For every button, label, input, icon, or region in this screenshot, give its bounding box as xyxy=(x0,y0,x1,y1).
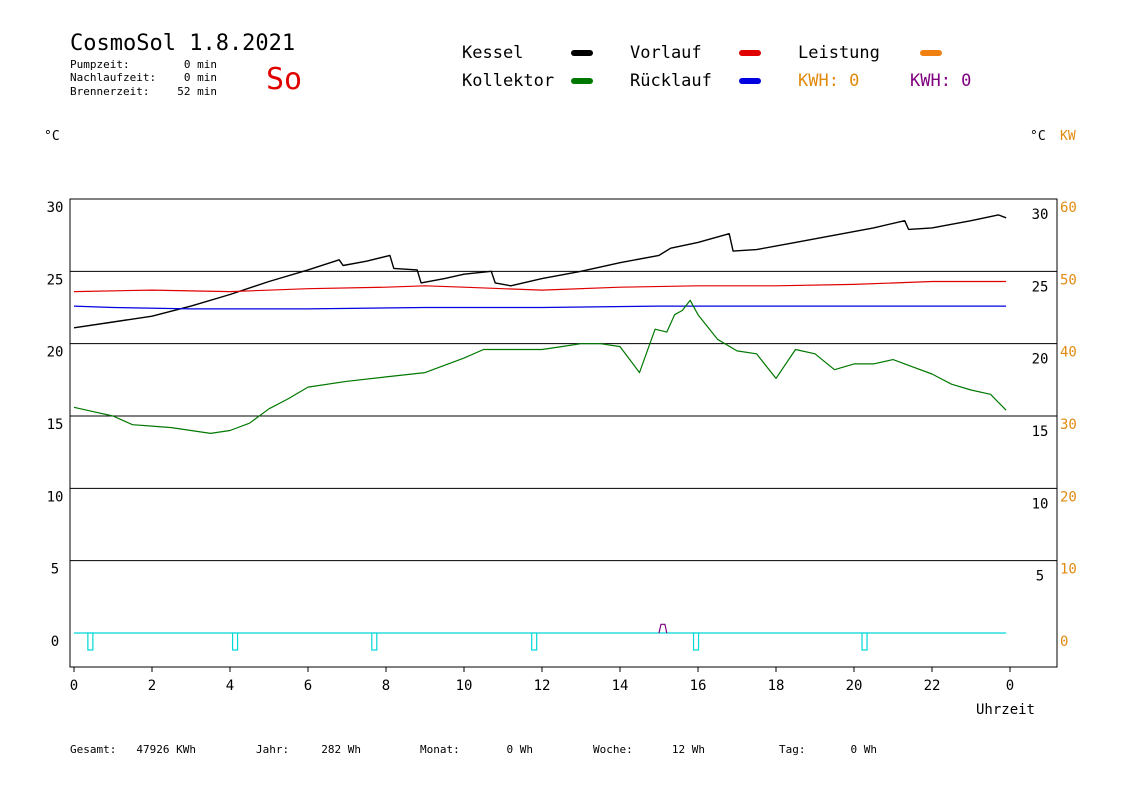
pump-pulse-2 xyxy=(371,632,378,651)
right-axis-unit-c: °C xyxy=(1030,129,1046,144)
x-tick-6: 12 xyxy=(534,678,551,694)
right-c-tick-5: 5 xyxy=(1036,569,1044,585)
legend-kwh-purple: KWH: 0 xyxy=(910,71,971,91)
right-kw-tick-40: 40 xyxy=(1060,345,1077,361)
x-tick-5: 10 xyxy=(456,678,473,694)
series-line-vorlauf xyxy=(73,280,1007,293)
footer-value-woche: 12 Wh xyxy=(672,743,705,756)
legend-swatch-leistung xyxy=(920,50,942,56)
legend-kwh-orange: KWH: 0 xyxy=(798,71,859,91)
x-tick-10: 20 xyxy=(846,678,863,694)
app-title: CosmoSol 1.8.2021 xyxy=(70,31,295,56)
right-c-tick-20: 20 xyxy=(1032,352,1049,368)
pump-pulse-4 xyxy=(692,632,700,651)
legend-label-leistung: Leistung xyxy=(798,43,880,63)
x-tick-0: 0 xyxy=(70,678,78,694)
legend-swatch-kollektor xyxy=(571,78,593,84)
footer-label-tag: Tag: xyxy=(779,743,806,756)
grid xyxy=(70,270,1057,562)
x-tick-1: 2 xyxy=(148,678,156,694)
footer-value-monat: 0 Wh xyxy=(507,743,534,756)
stat-value-nachlaufzeit: 0 min xyxy=(184,71,217,84)
left-axis-unit: °C xyxy=(44,129,60,144)
legend-label-kessel: Kessel xyxy=(462,43,523,63)
legend-label-vorlauf: Vorlauf xyxy=(630,43,702,63)
x-tick-4: 8 xyxy=(382,678,390,694)
legend-swatch-vorlauf xyxy=(739,50,761,56)
left-tick-30: 30 xyxy=(47,200,64,216)
x-tick-12: 0 xyxy=(1006,678,1014,694)
right-c-tick-25: 25 xyxy=(1032,279,1049,295)
footer-value-jahr: 282 Wh xyxy=(321,743,361,756)
series-layer xyxy=(73,214,1007,651)
x-tick-7: 14 xyxy=(612,678,629,694)
footer-label-jahr: Jahr: xyxy=(256,743,289,756)
left-tick-0: 0 xyxy=(51,634,59,650)
plot-frame xyxy=(69,198,1058,668)
legend-swatch-kessel xyxy=(571,50,593,56)
right-kw-tick-0: 0 xyxy=(1060,634,1068,650)
pump-pulse-0 xyxy=(87,632,94,651)
footer-value-gesamt: 47926 KWh xyxy=(136,743,196,756)
right-c-tick-30: 30 xyxy=(1032,207,1049,223)
legend-label-ruecklauf: Rücklauf xyxy=(630,71,712,91)
stat-label-nachlaufzeit: Nachlaufzeit: xyxy=(70,71,156,84)
stat-label-pumpzeit: Pumpzeit: xyxy=(70,58,130,71)
left-tick-5: 5 xyxy=(51,562,59,578)
right-c-tick-10: 10 xyxy=(1032,496,1049,512)
x-tick-2: 4 xyxy=(226,678,234,694)
series-line-r-cklauf xyxy=(73,305,1007,310)
x-axis-label: Uhrzeit xyxy=(976,702,1035,718)
pump-pulse-3 xyxy=(531,632,538,651)
stat-value-brennerzeit: 52 min xyxy=(177,85,217,98)
pump-pulse-1 xyxy=(231,632,239,651)
footer-label-woche: Woche: xyxy=(593,743,633,756)
series-line-brenner xyxy=(658,623,668,634)
right-kw-tick-20: 20 xyxy=(1060,489,1077,505)
stat-label-brennerzeit: Brennerzeit: xyxy=(70,85,149,98)
right-kw-tick-50: 50 xyxy=(1060,272,1077,288)
series-line-kessel xyxy=(73,214,1007,329)
day-label: So xyxy=(266,62,302,97)
left-tick-10: 10 xyxy=(47,489,64,505)
left-tick-20: 20 xyxy=(47,345,64,361)
stat-value-pumpzeit: 0 min xyxy=(184,58,217,71)
footer: Gesamt: 47926 KWh Jahr: 282 Wh Monat: 0 … xyxy=(70,743,877,756)
right-kw-tick-30: 30 xyxy=(1060,417,1077,433)
x-tick-11: 22 xyxy=(924,678,941,694)
legend: Kessel Vorlauf Leistung Kollektor Rückla… xyxy=(462,43,971,91)
series-line-kollektor xyxy=(73,299,1007,434)
right-axis-unit-kw: KW xyxy=(1060,129,1076,144)
right-kw-tick-10: 10 xyxy=(1060,562,1077,578)
legend-swatch-ruecklauf xyxy=(739,78,761,84)
left-tick-15: 15 xyxy=(47,417,64,433)
x-tick-3: 6 xyxy=(304,678,312,694)
right-c-tick-15: 15 xyxy=(1032,424,1049,440)
x-tick-8: 16 xyxy=(690,678,707,694)
legend-label-kollektor: Kollektor xyxy=(462,71,554,91)
footer-label-gesamt: Gesamt: xyxy=(70,743,116,756)
footer-label-monat: Monat: xyxy=(420,743,460,756)
left-tick-25: 25 xyxy=(47,272,64,288)
x-tick-9: 18 xyxy=(768,678,785,694)
pump-pulse-5 xyxy=(861,632,868,651)
stats-block: Pumpzeit: 0 min Nachlaufzeit: 0 min Bren… xyxy=(70,58,217,98)
right-kw-tick-60: 60 xyxy=(1060,200,1077,216)
footer-value-tag: 0 Wh xyxy=(851,743,878,756)
